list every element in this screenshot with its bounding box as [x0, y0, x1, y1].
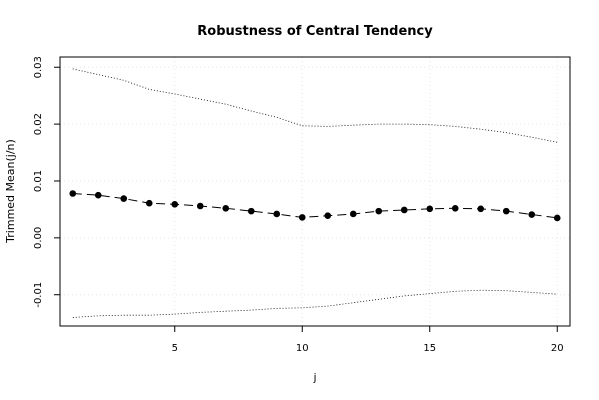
bands [72, 68, 558, 318]
chart-title: Robustness of Central Tendency [197, 24, 433, 39]
estimate-point [273, 210, 281, 218]
estimate-point [375, 207, 383, 215]
x-tick-label: 15 [423, 343, 436, 354]
x-axis-label: j [312, 371, 316, 384]
estimate-point [349, 210, 357, 218]
plot-frame [59, 56, 571, 327]
estimate-point [247, 207, 255, 215]
estimate-point [171, 200, 179, 208]
estimate-point [553, 214, 561, 222]
x-tick-label: 5 [172, 343, 178, 354]
x-tick-label: 20 [551, 343, 564, 354]
y-tick-label: 0.02 [33, 113, 44, 135]
y-tick-label: -0.01 [33, 282, 44, 308]
estimate-point [324, 212, 332, 219]
estimate-point [528, 211, 536, 218]
estimate-point [298, 214, 306, 221]
estimate-point [222, 204, 230, 212]
x-axis: 5 10 15 20 [172, 326, 564, 354]
estimate-point [426, 205, 434, 213]
estimate-point [120, 195, 128, 202]
estimate-series [69, 190, 561, 222]
estimate-point [400, 206, 408, 214]
grid [60, 57, 570, 326]
upper-band-line [72, 68, 558, 143]
y-tick-label: 0.03 [33, 56, 44, 78]
estimate-point [477, 205, 485, 213]
x-tick-label: 10 [296, 343, 309, 354]
estimate-point [451, 204, 459, 212]
estimate-point [196, 202, 204, 210]
y-axis: -0.01 0.00 0.01 0.02 0.03 [33, 56, 60, 308]
y-tick-label: 0.01 [33, 170, 44, 192]
estimate-point [502, 207, 510, 215]
estimate-point [94, 191, 102, 199]
estimate-point [69, 190, 77, 197]
estimate-line [72, 193, 558, 219]
estimate-point [145, 199, 153, 207]
y-tick-label: 0.00 [33, 227, 44, 249]
y-axis-label: Trimmed Mean(j/n) [4, 139, 17, 244]
